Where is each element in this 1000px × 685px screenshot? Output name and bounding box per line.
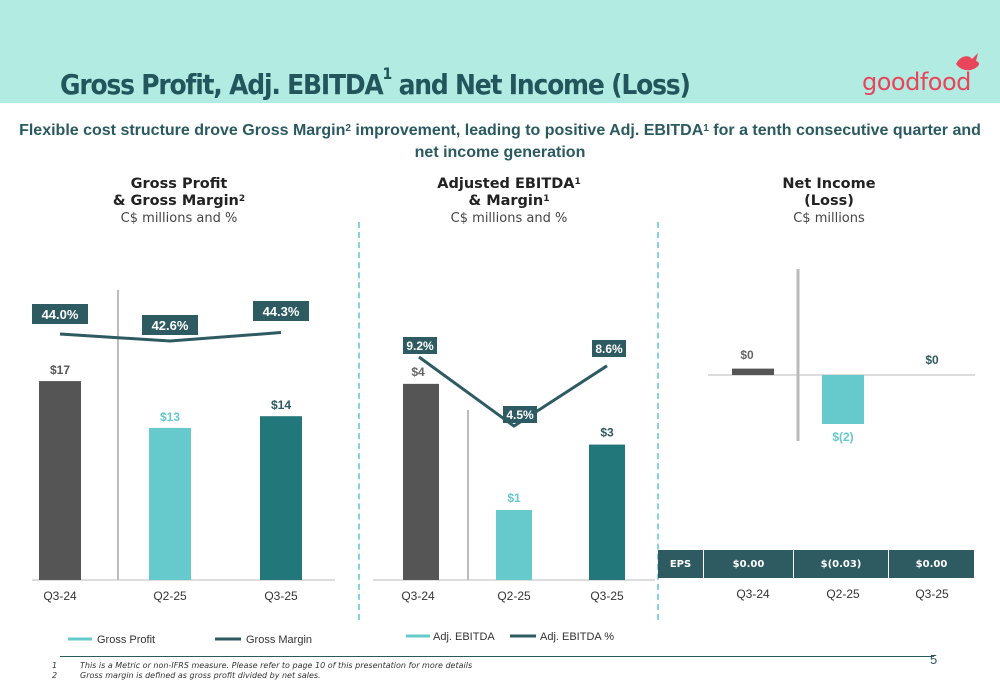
ebitda-x-tick: Q3-24: [401, 589, 435, 603]
slide-subtitle: Flexible cost structure drove Gross Marg…: [19, 122, 981, 161]
gross-margin-label: 44.3%: [263, 304, 300, 319]
eps-q3-25: $0.00: [889, 550, 974, 578]
ebitda-bar-Q3-24: [403, 383, 439, 580]
gross-title-2: & Gross Margin2: [112, 193, 246, 209]
eps-label: EPS: [658, 550, 704, 578]
header-band: [0, 0, 1000, 103]
net-unit: C$ millions: [793, 211, 865, 226]
gross-margin-label: 44.0%: [42, 307, 79, 322]
net-bar-label: $0: [740, 348, 754, 362]
eps-q3-24: $0.00: [704, 550, 794, 578]
ebitda-margin-label-box: [403, 337, 437, 354]
page-number: 5: [930, 652, 938, 667]
ebitda-legend-bar: Adj. EBITDA: [433, 631, 495, 643]
gross-margin-line: [59, 331, 282, 343]
gross-bar-label: $17: [50, 363, 70, 377]
gross-bar-Q2-25: [149, 427, 191, 580]
ebitda-unit: C$ millions and %: [450, 211, 568, 226]
net-income-header: Net Income (Loss) C$ millions: [709, 176, 949, 227]
net-x-tick: Q3-24: [736, 587, 770, 601]
ebitda-bar-Q2-25: [496, 509, 532, 580]
ebitda-header: Adjusted EBITDA1 & Margin1 C$ millions a…: [389, 176, 629, 227]
ebitda-bar-label: $3: [600, 426, 614, 440]
net-title-2: (Loss): [804, 193, 854, 209]
footnote-1: 1 This is a Metric or non-IFRS measure. P…: [52, 661, 473, 670]
ebitda-margin-line: [418, 355, 608, 428]
gross-x-tick: Q3-25: [264, 589, 298, 603]
gross-bar-label: $13: [160, 410, 180, 424]
ebitda-margin-label: 9.2%: [406, 339, 434, 353]
bottom-rule: [60, 656, 934, 657]
gross-bar-Q3-24: [39, 381, 81, 580]
eps-table: EPS $0.00 $(0.03) $0.00: [658, 550, 974, 578]
net-title-1: Net Income: [782, 176, 876, 192]
net-bar-Q2-25: [822, 375, 864, 424]
gross-margin-label-box: [142, 315, 198, 335]
gross-bar-label: $14: [271, 398, 291, 412]
gross-margin-label: 42.6%: [152, 318, 189, 333]
logo-text: goodfood: [862, 68, 971, 96]
gross-legend-profit: Gross Profit: [97, 634, 155, 646]
eps-q2-25: $(0.03): [794, 550, 889, 578]
ebitda-x-tick: Q3-25: [590, 589, 624, 603]
goodfood-logo: goodfood: [862, 50, 982, 100]
gross-bar-Q3-25: [260, 416, 302, 580]
page-title: Gross Profit, Adj. EBITDA1 and Net Incom…: [60, 65, 691, 101]
footnotes: 1 This is a Metric or non-IFRS measure. P…: [52, 661, 472, 680]
gross-profit-header: Gross Profit & Gross Margin2 C$ millions…: [59, 176, 299, 227]
gross-margin-label-box: [253, 301, 309, 321]
ebitda-margin-label-box: [503, 406, 537, 423]
bird-icon: [956, 53, 980, 71]
ebitda-bar-label: $4: [411, 365, 425, 379]
net-bar-Q3-24: [732, 368, 774, 375]
ebitda-margin-label-box: [592, 340, 626, 357]
net-bar-label: $0: [925, 353, 939, 367]
gross-x-tick: Q2-25: [153, 589, 187, 603]
ebitda-margin-label: 8.6%: [595, 342, 623, 356]
net-x-tick: Q3-25: [915, 587, 949, 601]
ebitda-bar-label: $1: [507, 491, 521, 505]
gross-title-1: Gross Profit: [130, 176, 228, 192]
net-bar-label: $(2): [832, 430, 853, 444]
gross-unit: C$ millions and %: [120, 211, 238, 226]
ebitda-legend-line: Adj. EBITDA %: [540, 631, 614, 643]
footnote-2: 2 Gross margin is defined as gross profit…: [52, 670, 321, 680]
gross-x-tick: Q3-24: [43, 589, 77, 603]
ebitda-bar-Q3-25: [589, 444, 625, 580]
net-x-tick: Q2-25: [826, 587, 860, 601]
ebitda-title-1: Adjusted EBITDA1: [437, 176, 581, 192]
gross-legend-margin: Gross Margin: [246, 634, 312, 646]
panel-divider-1: [358, 222, 360, 620]
gross-margin-label-box: [32, 304, 88, 324]
ebitda-title-2: & Margin1: [468, 193, 550, 209]
ebitda-margin-label: 4.5%: [506, 408, 534, 422]
panel-divider-2: [657, 222, 659, 620]
ebitda-x-tick: Q2-25: [497, 589, 531, 603]
